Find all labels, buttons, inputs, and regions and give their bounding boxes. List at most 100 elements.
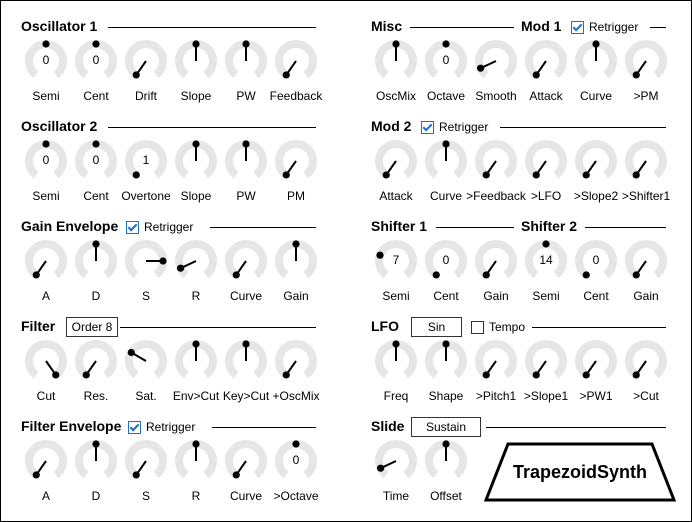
lfo-wave-dropdown[interactable]: Sin: [411, 317, 462, 337]
osc2-semi-knob[interactable]: 0: [25, 140, 67, 182]
fenv-s-knob[interactable]: [125, 440, 167, 482]
knob-label: >Octave: [273, 489, 319, 503]
lfo-tempo-checkbox[interactable]: Tempo: [471, 319, 525, 335]
slide-time-knob[interactable]: [375, 440, 417, 482]
mod2-lfo-knob[interactable]: [525, 140, 567, 182]
osc2-overtone-knob[interactable]: 1: [125, 140, 167, 182]
filter-cut-knob[interactable]: [25, 340, 67, 382]
sh2-semi-knob[interactable]: 14: [525, 240, 567, 282]
sh1-cent-knob[interactable]: 0: [425, 240, 467, 282]
knob-label: Cent: [83, 189, 109, 203]
filter-envcut-knob[interactable]: [175, 340, 217, 382]
fenv-r-knob[interactable]: [175, 440, 217, 482]
mod2-attack-knob[interactable]: [375, 140, 417, 182]
section-title-mod2: Mod 2: [371, 118, 412, 134]
section-title-shifter2: Shifter 2: [521, 218, 578, 234]
divider: [120, 327, 316, 328]
divider: [436, 227, 514, 228]
mod2-retrigger-checkbox[interactable]: Retrigger: [421, 119, 488, 135]
section-title-mod1: Mod 1: [521, 18, 562, 34]
osc2-pm-knob[interactable]: [275, 140, 317, 182]
knob-label: Cent: [583, 289, 609, 303]
knob-label: S: [141, 289, 150, 303]
sh1-gain-knob[interactable]: [475, 240, 517, 282]
slide-offset-knob[interactable]: [425, 440, 467, 482]
divider: [108, 127, 316, 128]
knob-label: Semi: [532, 289, 560, 303]
osc1-pw-knob[interactable]: [225, 40, 267, 82]
mod2-feedback-knob[interactable]: [475, 140, 517, 182]
filter-res-knob[interactable]: [75, 340, 117, 382]
knob-label: >PW1: [579, 389, 613, 403]
misc-smooth-knob[interactable]: [475, 40, 517, 82]
knob-label: Gain: [283, 289, 309, 303]
checkbox-label: Tempo: [489, 320, 526, 334]
misc-oscmix-knob[interactable]: [375, 40, 417, 82]
osc2-cent-knob[interactable]: 0: [75, 140, 117, 182]
lfo-cut-knob[interactable]: [625, 340, 667, 382]
lfo-freq-knob[interactable]: [375, 340, 417, 382]
mod1-retrigger-checkbox[interactable]: Retrigger: [571, 19, 638, 35]
knob-label: Curve: [429, 189, 462, 203]
osc1-semi-knob[interactable]: 0: [25, 40, 67, 82]
lfo-pw1-knob[interactable]: [575, 340, 617, 382]
sh1-semi-knob[interactable]: 7: [375, 240, 417, 282]
divider: [210, 227, 316, 228]
knob-label: Freq: [383, 389, 409, 403]
knob-label: Env>Cut: [172, 389, 220, 403]
lfo-pitch1-knob[interactable]: [475, 340, 517, 382]
checkbox-box[interactable]: [126, 220, 139, 234]
genv-curve-knob[interactable]: [225, 240, 267, 282]
knob-label: PM: [287, 189, 305, 203]
genv-r-knob[interactable]: [175, 240, 217, 282]
lfo-slope1-knob[interactable]: [525, 340, 567, 382]
filter-keycut-knob[interactable]: [225, 340, 267, 382]
filter-oscmix-knob[interactable]: [275, 340, 317, 382]
mod1-attack-knob[interactable]: [525, 40, 567, 82]
knob-label: Slope: [180, 89, 212, 103]
trapezoid-logo: [484, 442, 676, 502]
genv-a-knob[interactable]: [25, 240, 67, 282]
knob-label: >Cut: [633, 389, 659, 403]
knob-label: Attack: [529, 89, 563, 103]
osc1-feedback-knob[interactable]: [275, 40, 317, 82]
fenv-d-knob[interactable]: [75, 440, 117, 482]
sh2-cent-knob[interactable]: 0: [575, 240, 617, 282]
genv-s-knob[interactable]: [125, 240, 167, 282]
section-title-filter-envelope: Filter Envelope: [21, 418, 122, 434]
lfo-shape-knob[interactable]: [425, 340, 467, 382]
divider: [585, 227, 666, 228]
logo-text: TrapezoidSynth: [512, 462, 647, 482]
mod2-shifter1-knob[interactable]: [625, 140, 667, 182]
checkbox-box[interactable]: [421, 120, 434, 134]
fenv-a-knob[interactable]: [25, 440, 67, 482]
checkbox-box[interactable]: [571, 20, 584, 34]
fenv-octave-knob[interactable]: 0: [275, 440, 317, 482]
filter-envelope-retrigger-checkbox[interactable]: Retrigger: [128, 419, 195, 435]
genv-d-knob[interactable]: [75, 240, 117, 282]
knob-label: Attack: [379, 189, 413, 203]
osc1-drift-knob[interactable]: [125, 40, 167, 82]
mod1-curve-knob[interactable]: [575, 40, 617, 82]
osc2-pw-knob[interactable]: [225, 140, 267, 182]
mod2-curve-knob[interactable]: [425, 140, 467, 182]
sh2-gain-knob[interactable]: [625, 240, 667, 282]
knob-value: 0: [442, 53, 450, 67]
genv-gain-knob[interactable]: [275, 240, 317, 282]
fenv-curve-knob[interactable]: [225, 440, 267, 482]
checkbox-box[interactable]: [471, 320, 484, 334]
osc1-cent-knob[interactable]: 0: [75, 40, 117, 82]
filter-sat-knob[interactable]: [125, 340, 167, 382]
knob-label: >PM: [633, 89, 659, 103]
mod2-slope2-knob[interactable]: [575, 140, 617, 182]
slide-mode-dropdown[interactable]: Sustain: [411, 417, 481, 437]
osc1-slope-knob[interactable]: [175, 40, 217, 82]
osc2-slope-knob[interactable]: [175, 140, 217, 182]
knob-label: OscMix: [376, 89, 416, 103]
knob-label: >Slope1: [523, 389, 569, 403]
mod1-pm-knob[interactable]: [625, 40, 667, 82]
filter-type-dropdown[interactable]: Order 8: [66, 317, 118, 337]
checkbox-box[interactable]: [128, 420, 141, 434]
misc-octave-knob[interactable]: 0: [425, 40, 467, 82]
gain-envelope-retrigger-checkbox[interactable]: Retrigger: [126, 219, 193, 235]
